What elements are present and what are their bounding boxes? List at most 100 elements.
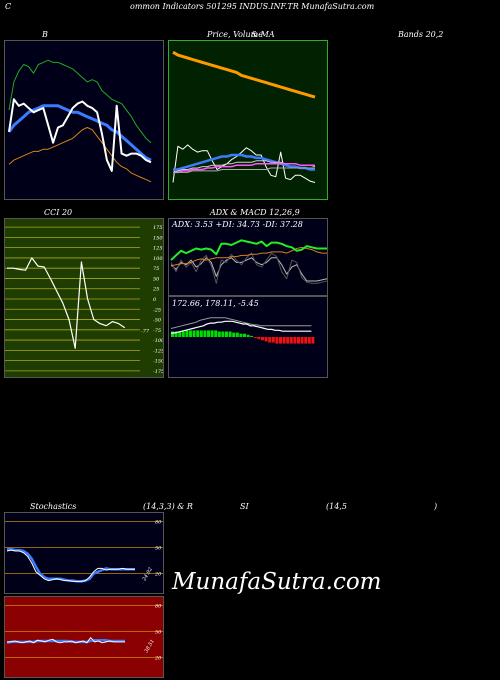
macd-histogram-bar <box>253 337 257 339</box>
stoch-params: (14,3,3) & R <box>143 502 193 511</box>
macd-histogram-bar <box>243 333 246 337</box>
bb-price-line <box>8 98 152 172</box>
price-ma-chart <box>172 50 316 183</box>
macd-histogram-bar <box>293 337 297 344</box>
cci-tick-label: 25 <box>152 287 159 293</box>
macd-histogram-bar <box>221 331 225 337</box>
macd-histogram-bar <box>207 330 210 337</box>
ma-volume-line <box>172 50 316 99</box>
bb-upper-band-line <box>8 59 152 144</box>
stochastics-panel: 80 50 20 24.92 <box>4 512 164 594</box>
macd-histogram-bar <box>214 330 218 337</box>
adx-chart <box>170 239 327 284</box>
macd-histogram-bar <box>192 330 196 337</box>
cci-panel: 175 150 125 100 75 50 25 0 -25 -50 -75 -100 -125 -150… <box>4 218 164 378</box>
bb-label: B <box>42 30 48 39</box>
rsi-params: (14,5 <box>326 502 347 511</box>
header-title: ommon Indicators 501295 INDUS.INF.TR Mun… <box>130 2 375 11</box>
adx-panel: ADX: 3.53 +DI: 34.73 -DI: 37.28 <box>168 218 328 296</box>
ma-short-line <box>173 153 315 171</box>
macd-histogram-bar <box>307 337 311 344</box>
macd-panel: 172.66, 178.11, -5.45 <box>168 296 328 378</box>
macd-histogram-bar <box>279 337 282 344</box>
cci-current-label: -77 <box>141 329 150 335</box>
macd-histogram-bar <box>235 332 239 337</box>
macd-histogram-bar <box>228 331 232 337</box>
rsi-close: ) <box>434 502 438 511</box>
macd-histogram-bar <box>232 332 236 337</box>
rsi-panel: 80 50 20 38.51 <box>4 596 164 678</box>
cci-tick-label: 175 <box>153 225 163 231</box>
adx-minus-di-line <box>170 252 327 284</box>
cci-tick-label: 0 <box>153 297 157 303</box>
price-ma-panel <box>168 40 328 200</box>
bb-lower-band-line <box>8 127 152 183</box>
ma-label-1: Price, Volume <box>207 30 263 39</box>
stoch-d-line <box>7 547 135 583</box>
adx-orange-line <box>170 246 327 267</box>
cci-tick-label: 75 <box>153 266 159 272</box>
rsi-line <box>7 637 125 644</box>
macd-signal-line <box>170 317 312 329</box>
macd-histogram-bar <box>271 337 275 343</box>
macd-histogram-bar <box>264 337 268 342</box>
watermark: MunafaSutra.com <box>172 569 382 595</box>
macd-histogram-bar <box>304 337 308 344</box>
macd-histogram-bar <box>203 330 207 337</box>
header-c: C <box>5 2 12 11</box>
macd-histogram-bar <box>289 337 293 344</box>
macd-legend: 172.66, 178.11, -5.45 <box>172 299 259 308</box>
macd-line <box>171 320 312 334</box>
rsi-tick-label: 20 <box>154 656 162 662</box>
cci-tick-label: 150 <box>153 235 163 241</box>
cci-tick-label: -25 <box>153 307 161 313</box>
macd-histogram-bar <box>189 330 192 337</box>
macd-histogram-bar <box>210 330 214 337</box>
cci-chart: 175 150 125 100 75 50 25 0 -25 -50 -75 -100 -125 -150… <box>5 225 164 375</box>
macd-chart <box>170 317 315 344</box>
bollinger-panel <box>4 40 164 200</box>
stoch-tick-label: 50 <box>155 545 162 551</box>
macd-histogram-bar <box>286 337 290 344</box>
bands-label: Bands 20,2 <box>398 30 444 39</box>
macd-histogram-bar <box>217 331 221 337</box>
macd-histogram-bar <box>185 330 189 337</box>
macd-histogram-bar <box>275 337 279 344</box>
cci-tick-label: -125 <box>153 348 164 354</box>
cci-tick-label: 125 <box>153 246 163 252</box>
macd-histogram-bar <box>196 330 200 337</box>
cci-tick-label: -175 <box>153 369 164 375</box>
macd-histogram-bar <box>250 335 254 337</box>
stoch-current-label: 24.92 <box>141 567 154 583</box>
macd-histogram-bar <box>311 337 315 344</box>
rsi-tick-label: 50 <box>155 629 162 635</box>
macd-histogram-bar <box>282 337 286 344</box>
macd-histogram-bar <box>178 331 182 337</box>
macd-histogram-bar <box>199 330 203 337</box>
bollinger-chart <box>7 59 152 183</box>
cci-tick-label: -75 <box>153 328 161 334</box>
ma-price-line <box>172 144 316 183</box>
macd-histogram-bar <box>181 331 185 337</box>
rsi-chart: 80 50 20 38.51 <box>5 603 163 662</box>
cci-line <box>7 257 126 349</box>
cci-label: CCI 20 <box>44 208 73 217</box>
ma-long-line <box>173 162 315 174</box>
stoch-label: Stochastics <box>30 502 77 511</box>
stoch-tick-label: 20 <box>154 572 162 578</box>
stoch-tick-label: 80 <box>155 519 162 525</box>
macd-histogram-bar <box>257 337 261 340</box>
macd-histogram-bar <box>246 334 250 337</box>
rsi-current-label: 38.51 <box>144 639 156 654</box>
macd-histogram-bar <box>297 337 300 344</box>
ma-longest-line <box>173 167 315 173</box>
adx-legend: ADX: 3.53 +DI: 34.73 -DI: 37.28 <box>172 220 303 229</box>
cci-tick-label: -50 <box>153 318 162 324</box>
adx-line <box>170 257 327 282</box>
adx-plus-di-line <box>170 239 327 261</box>
adx-label: ADX & MACD 12,26,9 <box>210 208 300 217</box>
rsi-label: SI <box>240 502 249 511</box>
macd-histogram-bar <box>268 337 272 343</box>
macd-histogram-bar <box>174 331 178 337</box>
